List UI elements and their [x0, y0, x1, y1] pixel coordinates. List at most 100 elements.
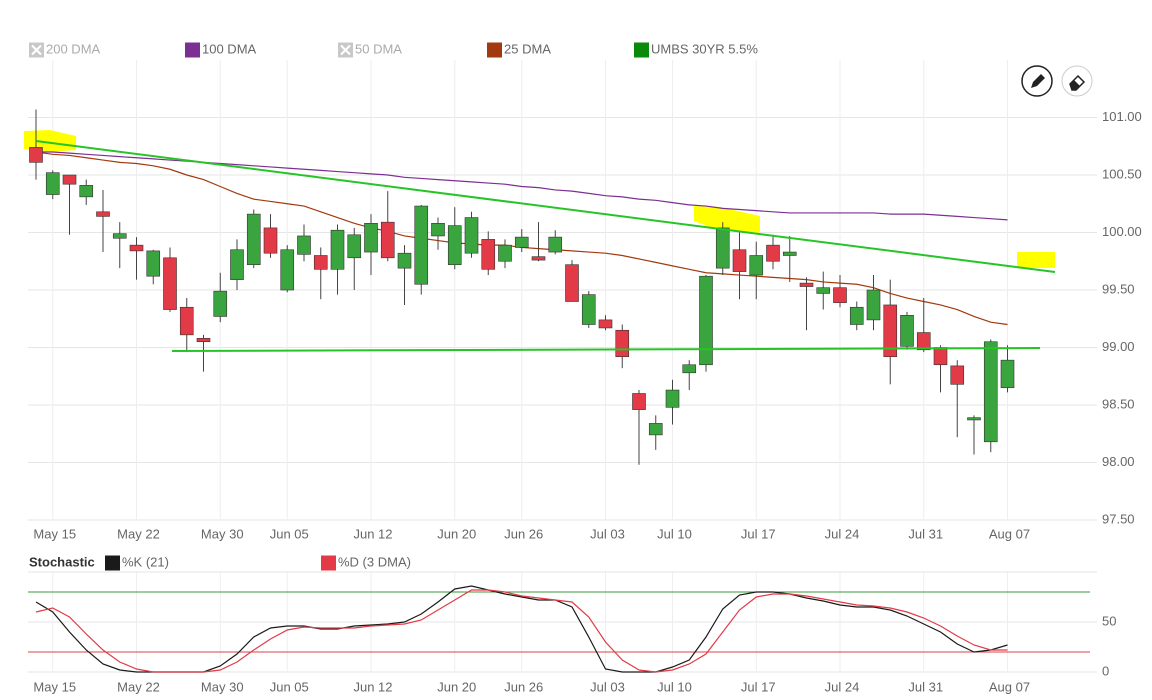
legend-label[interactable]: %K (21) — [122, 554, 169, 569]
x-tick-label: May 22 — [117, 679, 160, 694]
y-tick-label: 98.00 — [1102, 454, 1135, 469]
y-tick-label: 100.00 — [1102, 224, 1142, 239]
candle-body — [866, 289, 881, 321]
x-tick-label: Aug 07 — [989, 679, 1030, 694]
y-tick-label: 101.00 — [1102, 109, 1142, 124]
x-tick-label: Jun 26 — [504, 679, 543, 694]
x-tick-label: Jun 20 — [437, 526, 476, 541]
legend-entry[interactable]: %K (21) — [105, 554, 169, 571]
candle-body — [816, 287, 831, 294]
candle-body — [146, 250, 161, 277]
candle-body — [414, 205, 429, 285]
x-tick-label: Jul 31 — [908, 679, 943, 694]
legend-label[interactable]: 25 DMA — [504, 41, 551, 56]
candle-body — [431, 223, 445, 237]
legend-label[interactable]: 50 DMA — [355, 41, 402, 56]
highlight — [24, 130, 76, 152]
legend-swatch[interactable] — [487, 42, 502, 58]
candle-body — [665, 389, 680, 408]
x-tick-label: Jul 24 — [825, 679, 860, 694]
candle-body — [330, 229, 345, 270]
x-tick-label: Jun 05 — [270, 526, 309, 541]
candle-body — [732, 249, 747, 272]
candle-body — [983, 341, 998, 443]
legend-label[interactable]: 100 DMA — [202, 41, 257, 56]
candle-body — [531, 256, 546, 261]
candle-body — [715, 227, 730, 269]
candle-body — [263, 227, 278, 254]
candle-body — [1000, 359, 1015, 389]
x-tick-label: Jun 20 — [437, 679, 476, 694]
x-tick-label: May 22 — [117, 526, 160, 541]
candle-body — [79, 185, 94, 198]
candle-body — [280, 249, 295, 291]
eraser-tip[interactable] — [1070, 80, 1080, 90]
x-tick-label: Jul 31 — [908, 526, 943, 541]
y-tick-label: 98.50 — [1102, 396, 1135, 411]
x-tick-label: Aug 07 — [989, 526, 1030, 541]
candle-body — [297, 235, 311, 255]
pencil-button[interactable] — [1021, 65, 1053, 97]
candle-body — [950, 365, 965, 385]
candle-body — [548, 236, 563, 253]
candle-body — [833, 287, 847, 303]
x-tick-label: Jul 10 — [657, 679, 692, 694]
candle-body — [96, 211, 110, 217]
y-tick-label: 50 — [1102, 613, 1116, 628]
legend-entry[interactable]: 200 DMA — [29, 41, 101, 58]
x-tick-label: Jul 24 — [825, 526, 860, 541]
x-tick-label: Jun 12 — [353, 526, 392, 541]
legend-label[interactable]: %D (3 DMA) — [338, 554, 411, 569]
highlights — [24, 130, 1055, 268]
legend-label[interactable]: 200 DMA — [46, 41, 101, 56]
candle-body — [196, 337, 211, 343]
candle-body — [347, 234, 362, 259]
candle-body — [62, 174, 77, 185]
candle-body — [213, 290, 228, 317]
legend-swatch[interactable] — [634, 42, 649, 58]
candle-body — [514, 236, 529, 248]
x-tick-label: Jul 03 — [590, 679, 625, 694]
legend-entry[interactable]: %D (3 DMA) — [321, 554, 411, 571]
legend-off-icon[interactable] — [340, 44, 351, 56]
x-tick-label: May 30 — [201, 526, 244, 541]
candle-body — [230, 249, 244, 280]
x-tick-label: Jul 17 — [741, 679, 776, 694]
x-tick-label: May 15 — [33, 679, 76, 694]
x-tick-label: Jul 10 — [657, 526, 692, 541]
highlight — [1017, 252, 1055, 268]
drawing-tools — [1021, 65, 1093, 97]
legend-label[interactable]: UMBS 30YR 5.5% — [651, 41, 758, 56]
candle-body — [883, 304, 898, 358]
x-tick-label: May 30 — [201, 679, 244, 694]
candle-body — [766, 244, 780, 262]
eraser-button[interactable] — [1061, 65, 1093, 97]
legend-off-icon[interactable] — [31, 44, 42, 56]
candle-body — [648, 423, 663, 436]
candle-body — [682, 364, 697, 374]
trend-line — [171, 347, 1041, 352]
legend-swatch[interactable] — [185, 42, 200, 58]
legend-entry[interactable]: UMBS 30YR 5.5% — [634, 41, 758, 58]
candle-body — [749, 255, 764, 276]
legend-swatch[interactable] — [321, 555, 336, 571]
plot-area — [29, 109, 1015, 673]
series-line — [35, 589, 1008, 673]
stochastic-title: Stochastic — [29, 554, 95, 569]
candle-body — [565, 264, 579, 302]
x-tick-label: Jun 26 — [504, 526, 543, 541]
legend-entry[interactable]: 25 DMA — [487, 41, 551, 58]
legend-entry[interactable]: 100 DMA — [185, 41, 257, 58]
candle-body — [782, 251, 797, 256]
candle-body — [615, 329, 630, 358]
trend-lines — [35, 140, 1056, 352]
y-tick-label: 97.50 — [1102, 511, 1135, 526]
y-tick-label: 99.00 — [1102, 339, 1135, 354]
candle-body — [129, 244, 144, 252]
pencil-icon[interactable] — [1031, 74, 1045, 88]
candle-body — [397, 252, 412, 269]
legend-entry[interactable]: 50 DMA — [338, 41, 402, 58]
candle-body — [313, 255, 328, 270]
legend-swatch[interactable] — [105, 555, 120, 571]
